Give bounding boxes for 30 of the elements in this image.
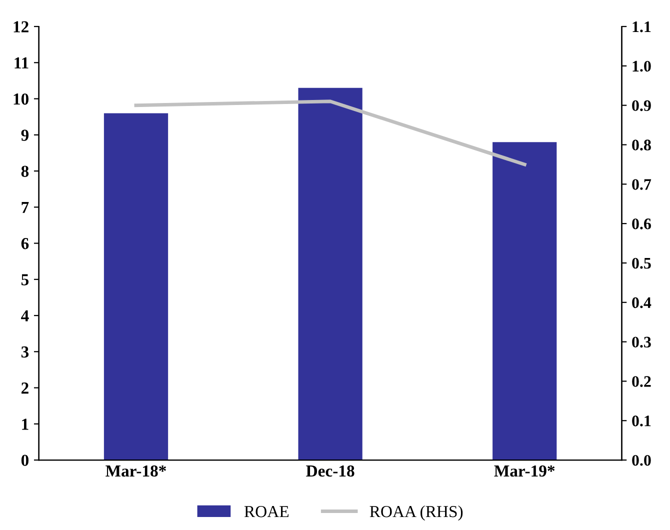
- y-tick-label: 1: [22, 418, 28, 430]
- x-tick-label: Mar-18*: [106, 465, 166, 477]
- y2-tick-label: 0.1: [632, 416, 651, 426]
- y-tick-label: 0: [21, 454, 28, 466]
- y-tick-label: 7: [22, 202, 29, 213]
- y2-tick-label: 0.2: [632, 376, 651, 387]
- y2-tick-label: 0.6: [632, 218, 651, 230]
- y2-tick-label: 0.4: [632, 297, 652, 308]
- y2-tick-label: 0.0: [632, 454, 651, 466]
- x-tick-label: Mar-19*: [494, 465, 555, 477]
- y-tick-label: 4: [21, 310, 29, 322]
- y2-tick-label: 1.1: [632, 21, 651, 32]
- y-tick-label: 9: [21, 130, 29, 141]
- y-tick-label: 6: [21, 238, 29, 250]
- x-tick-label: Dec-18: [306, 465, 354, 477]
- y2-tick-label: 1.0: [632, 60, 651, 72]
- y-tick-label: 2: [22, 382, 28, 394]
- y2-tick-label: 0.8: [632, 140, 651, 151]
- y2-tick-label: 0.7: [632, 179, 652, 190]
- legend-label: ROAA (RHS): [370, 505, 463, 521]
- y-tick-label: 8: [21, 166, 29, 177]
- y2-tick-label: 0.5: [632, 258, 651, 269]
- y-tick-label: 3: [21, 346, 29, 358]
- legend-label: ROAE: [244, 506, 288, 518]
- y-tick-label: 5: [21, 274, 29, 286]
- y2-tick-label: 0.9: [632, 100, 651, 112]
- y-tick-label: 10: [14, 93, 28, 105]
- y-tick-label: 12: [14, 21, 28, 32]
- y-tick-label: 11: [14, 57, 28, 68]
- y2-tick-label: 0.3: [632, 336, 651, 348]
